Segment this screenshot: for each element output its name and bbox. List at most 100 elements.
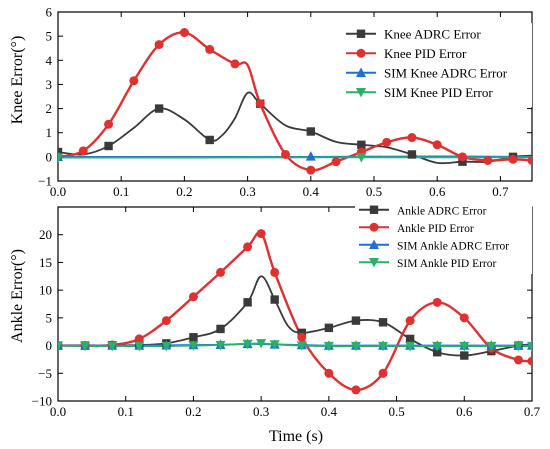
knee-ylabel: Knee Error(°) bbox=[9, 36, 26, 125]
knee-data-point bbox=[58, 147, 63, 157]
ankle-y-tick-label: 10 bbox=[39, 283, 52, 298]
ankle-data-point bbox=[188, 341, 199, 351]
knee-data-point bbox=[458, 157, 467, 166]
knee-y-tick-label: 3 bbox=[46, 77, 53, 92]
ankle-data-point bbox=[216, 324, 225, 334]
ankle-data-point bbox=[188, 292, 198, 302]
ankle-data-point bbox=[350, 341, 361, 352]
ankle-data-point bbox=[324, 323, 334, 333]
knee-legend-marker bbox=[356, 48, 366, 58]
ankle-x-tick-label: 0.7 bbox=[524, 404, 541, 419]
ankle-data-point bbox=[513, 341, 524, 352]
knee-data-point bbox=[382, 137, 392, 147]
knee-data-point bbox=[154, 104, 164, 113]
knee-data-point bbox=[457, 152, 467, 162]
ankle-data-point bbox=[351, 316, 361, 325]
ankle-x-tick-label: 0.0 bbox=[50, 404, 66, 419]
knee-data-point bbox=[331, 157, 341, 167]
ankle-x-tick-label: 0.2 bbox=[185, 404, 201, 419]
knee-data-point bbox=[281, 149, 291, 159]
ankle-x-tick-label: 0.5 bbox=[388, 404, 404, 419]
knee-x-tick-label: 0.6 bbox=[429, 184, 446, 199]
knee-x-tick-label: 0.7 bbox=[492, 184, 509, 199]
knee-x-tick-label: 0.4 bbox=[303, 184, 320, 199]
ankle-data-point bbox=[189, 333, 198, 342]
knee-data-point bbox=[527, 155, 532, 165]
knee-y-tick-label: 6 bbox=[46, 5, 53, 20]
ankle-y-tick-label: 5 bbox=[46, 310, 53, 325]
ankle-legend-marker bbox=[369, 205, 379, 214]
ankle-data-point bbox=[378, 341, 389, 352]
knee-data-point bbox=[305, 151, 316, 161]
ankle-data-point bbox=[460, 351, 469, 360]
knee-y-tick-label: 1 bbox=[46, 125, 53, 140]
knee-y-tick-label: 4 bbox=[46, 53, 53, 68]
ankle-data-point bbox=[216, 267, 226, 277]
ankle-data-point bbox=[486, 341, 497, 352]
knee-error-panel: Knee Error(°) 0.0 0.1 0.2 0.3 0.4 0.5 0.6 0.7 −1… bbox=[9, 5, 533, 199]
knee-legend-marker bbox=[356, 67, 366, 77]
ankle-data-point bbox=[296, 341, 307, 351]
knee-legend-label: Knee ADRC Error bbox=[384, 26, 481, 41]
knee-data-point bbox=[306, 165, 316, 175]
ankle-data-point bbox=[433, 348, 442, 357]
knee-data-point bbox=[483, 155, 493, 165]
ankle-data-point bbox=[378, 368, 388, 378]
ankle-legend-marker bbox=[369, 222, 379, 232]
knee-data-point bbox=[407, 150, 417, 159]
ankle-y-tick-label: 0 bbox=[46, 338, 53, 353]
knee-data-point bbox=[508, 154, 518, 164]
ankle-data-point bbox=[513, 355, 523, 365]
ankle-legend-label: SIM Ankle ADRC Error bbox=[397, 240, 509, 252]
knee-data-point bbox=[205, 44, 215, 54]
ankle-data-point bbox=[243, 242, 253, 252]
ankle-data-point bbox=[351, 385, 361, 395]
ankle-data-point bbox=[256, 229, 266, 239]
ankle-data-point bbox=[323, 341, 334, 352]
ankle-data-point bbox=[405, 334, 415, 344]
ankle-plot-frame bbox=[57, 206, 533, 402]
knee-data-point bbox=[230, 59, 240, 69]
knee-legend: Knee ADRC Error Knee PID Error SIM Knee AD… bbox=[342, 23, 532, 107]
knee-data-point bbox=[78, 146, 88, 156]
knee-data-point bbox=[306, 127, 315, 136]
knee-data-point bbox=[104, 119, 114, 129]
ankle-y-tick-label: −5 bbox=[38, 366, 52, 381]
ankle-data-point bbox=[269, 340, 280, 350]
knee-data-point bbox=[432, 140, 442, 150]
knee-data-point bbox=[129, 76, 139, 86]
knee-series-line-1 bbox=[58, 91, 532, 165]
ankle-data-point bbox=[134, 341, 145, 352]
knee-legend-label: SIM Knee ADRC Error bbox=[384, 65, 508, 80]
ankle-data-point bbox=[270, 295, 279, 304]
knee-data-point bbox=[154, 40, 164, 50]
ankle-error-panel: Ankle Error(°) Time (s) 0.0 0.1 0.2 0.3 0.4 0… bbox=[9, 200, 541, 445]
ankle-data-point bbox=[527, 356, 532, 366]
ankle-legend-label: Ankle PID Error bbox=[397, 223, 474, 235]
knee-y-tick-label: −1 bbox=[38, 174, 52, 189]
ankle-data-point bbox=[215, 340, 226, 351]
ankle-data-point bbox=[161, 341, 172, 352]
knee-data-point bbox=[356, 153, 367, 163]
ankle-legend-label: SIM Ankle PID Error bbox=[397, 258, 497, 270]
knee-legend-marker bbox=[356, 29, 366, 38]
ankle-data-point bbox=[161, 316, 171, 326]
ankle-data-point bbox=[432, 341, 443, 352]
ankle-x-tick-label: 0.6 bbox=[456, 404, 473, 419]
knee-data-point bbox=[407, 133, 417, 143]
ankle-legend: Ankle ADRC Error Ankle PID Error SIM Ankle… bbox=[355, 200, 532, 274]
ankle-y-tick-label: 20 bbox=[39, 227, 52, 242]
knee-y-tick-label: 2 bbox=[46, 101, 53, 116]
knee-y-tick-label: 5 bbox=[46, 29, 53, 44]
ankle-data-point bbox=[405, 316, 415, 326]
ankle-data-point bbox=[324, 368, 334, 378]
ankle-data-point bbox=[270, 267, 280, 277]
ankle-y-tick-label: 15 bbox=[39, 255, 52, 270]
knee-data-point bbox=[255, 99, 265, 109]
knee-x-tick-label: 0.2 bbox=[176, 184, 192, 199]
ankle-data-point bbox=[134, 334, 144, 344]
ankle-legend-marker bbox=[369, 239, 379, 249]
ankle-data-point bbox=[256, 339, 267, 349]
ankle-x-tick-label: 0.3 bbox=[253, 404, 269, 419]
